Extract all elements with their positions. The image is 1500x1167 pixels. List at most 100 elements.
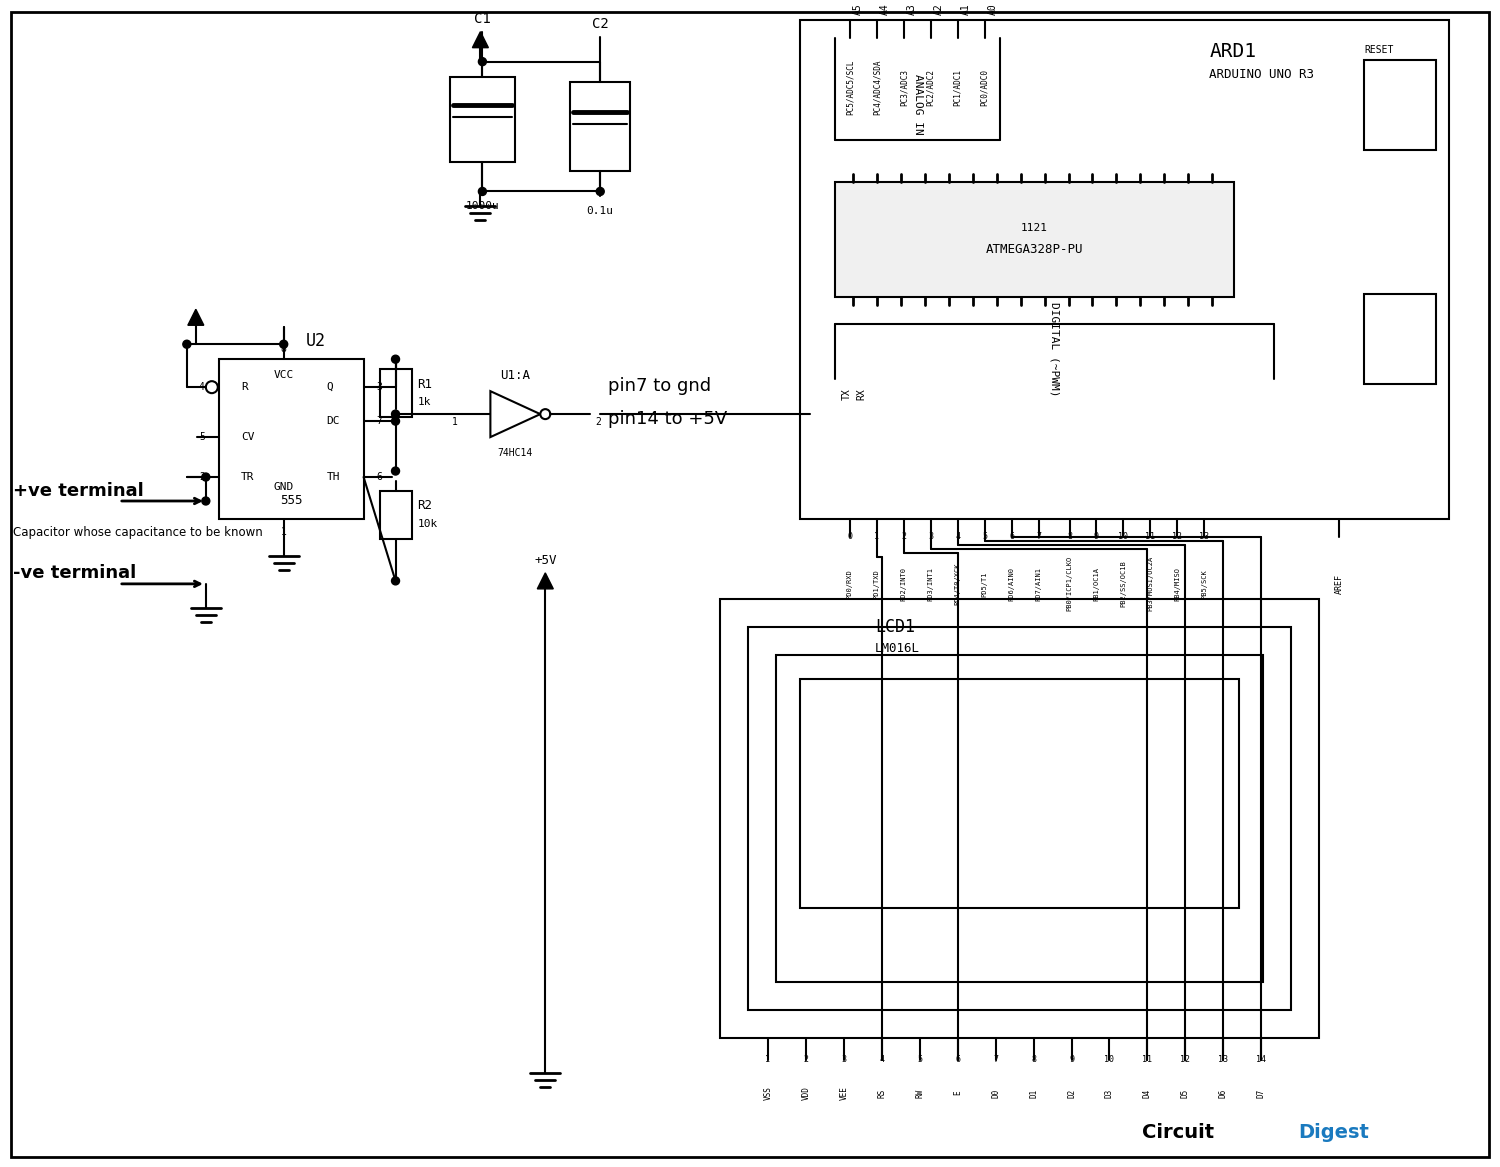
Circle shape bbox=[279, 341, 288, 348]
Text: 10k: 10k bbox=[417, 519, 438, 529]
Text: 7: 7 bbox=[993, 1055, 998, 1064]
Text: PB5/SCK: PB5/SCK bbox=[1202, 569, 1208, 599]
Text: PD5/T1: PD5/T1 bbox=[981, 571, 987, 596]
Text: PD3/INT1: PD3/INT1 bbox=[927, 567, 933, 601]
Bar bbox=[380, 491, 411, 539]
Text: PB4/MISO: PB4/MISO bbox=[1174, 567, 1180, 601]
Text: RESET: RESET bbox=[1364, 44, 1394, 55]
Text: A3: A3 bbox=[908, 4, 916, 15]
Circle shape bbox=[392, 417, 399, 425]
Circle shape bbox=[392, 410, 399, 418]
Text: RS: RS bbox=[878, 1089, 886, 1098]
Text: 74HC14: 74HC14 bbox=[498, 448, 532, 459]
Text: 3: 3 bbox=[842, 1055, 846, 1064]
Text: PD1/TXD: PD1/TXD bbox=[874, 569, 880, 599]
Text: D1: D1 bbox=[1029, 1089, 1038, 1098]
Text: 10: 10 bbox=[1104, 1055, 1114, 1064]
Polygon shape bbox=[188, 309, 204, 326]
Bar bbox=[450, 77, 516, 161]
Text: A1: A1 bbox=[960, 4, 970, 15]
Text: RX: RX bbox=[856, 389, 867, 400]
Text: +5V: +5V bbox=[534, 554, 556, 567]
Text: 6: 6 bbox=[956, 1055, 960, 1064]
Text: D0: D0 bbox=[992, 1089, 1000, 1098]
Text: Q: Q bbox=[327, 382, 333, 392]
Polygon shape bbox=[537, 573, 554, 589]
Text: +ve terminal: +ve terminal bbox=[13, 482, 144, 499]
Text: C1: C1 bbox=[474, 12, 490, 26]
Text: 11: 11 bbox=[1146, 532, 1155, 541]
Text: ATMEGA328P-PU: ATMEGA328P-PU bbox=[986, 244, 1083, 257]
Text: VSS: VSS bbox=[764, 1086, 772, 1100]
Text: PB2/SS/OC1B: PB2/SS/OC1B bbox=[1120, 560, 1126, 607]
Text: D5: D5 bbox=[1180, 1089, 1190, 1098]
Text: TH: TH bbox=[327, 471, 340, 482]
Text: PC4/ADC4/SDA: PC4/ADC4/SDA bbox=[873, 60, 882, 116]
Text: D4: D4 bbox=[1143, 1089, 1152, 1098]
Circle shape bbox=[202, 473, 210, 481]
Text: PB0/ICP1/CLKO: PB0/ICP1/CLKO bbox=[1066, 557, 1072, 612]
Text: 7: 7 bbox=[376, 417, 382, 426]
Text: 1: 1 bbox=[765, 1055, 771, 1064]
Text: Digest: Digest bbox=[1298, 1123, 1370, 1141]
Text: 1000u: 1000u bbox=[465, 202, 500, 211]
Text: C2: C2 bbox=[592, 16, 609, 30]
Circle shape bbox=[392, 576, 399, 585]
Bar bbox=[720, 599, 1318, 1039]
Text: 12: 12 bbox=[1180, 1055, 1191, 1064]
Text: 4: 4 bbox=[956, 532, 960, 541]
Text: 2: 2 bbox=[804, 1055, 808, 1064]
Circle shape bbox=[392, 467, 399, 475]
Text: CV: CV bbox=[242, 432, 255, 442]
Text: D7: D7 bbox=[1257, 1089, 1266, 1098]
Text: A0: A0 bbox=[987, 4, 998, 15]
Text: VCC: VCC bbox=[273, 370, 294, 380]
Text: 555: 555 bbox=[280, 495, 303, 508]
Text: 2: 2 bbox=[902, 532, 906, 541]
Text: D6: D6 bbox=[1220, 1089, 1228, 1098]
Circle shape bbox=[478, 57, 486, 65]
Text: PD2/INT0: PD2/INT0 bbox=[902, 567, 908, 601]
Bar bbox=[219, 359, 363, 519]
Text: ARD1: ARD1 bbox=[1209, 42, 1257, 61]
Text: 6: 6 bbox=[1010, 532, 1014, 541]
Text: RW: RW bbox=[915, 1089, 924, 1098]
Text: PB3/MOSI/OC2A: PB3/MOSI/OC2A bbox=[1148, 557, 1154, 612]
Bar bbox=[776, 655, 1263, 983]
Text: 3: 3 bbox=[376, 382, 382, 392]
Text: pin14 to +5V: pin14 to +5V bbox=[608, 410, 728, 428]
Text: TX: TX bbox=[842, 389, 852, 400]
Bar bbox=[800, 679, 1239, 908]
Circle shape bbox=[183, 341, 190, 348]
Text: 5: 5 bbox=[982, 532, 987, 541]
Circle shape bbox=[478, 188, 486, 195]
Text: 4: 4 bbox=[879, 1055, 885, 1064]
Bar bbox=[748, 627, 1292, 1011]
Text: PB1/OC1A: PB1/OC1A bbox=[1094, 567, 1100, 601]
Text: GND: GND bbox=[273, 482, 294, 492]
Text: 5: 5 bbox=[200, 432, 206, 442]
Circle shape bbox=[392, 355, 399, 363]
Bar bbox=[1364, 60, 1436, 149]
Text: PD7/AIN1: PD7/AIN1 bbox=[1035, 567, 1041, 601]
Text: DIGITAL (~PWM): DIGITAL (~PWM) bbox=[1050, 302, 1059, 397]
Bar bbox=[380, 369, 411, 417]
Text: PC2/ADC2: PC2/ADC2 bbox=[926, 69, 934, 106]
Text: R: R bbox=[242, 382, 248, 392]
Text: 1121: 1121 bbox=[1022, 223, 1048, 233]
Text: 1: 1 bbox=[280, 527, 286, 537]
Text: D2: D2 bbox=[1066, 1089, 1076, 1098]
Bar bbox=[836, 182, 1234, 298]
Text: PC1/ADC1: PC1/ADC1 bbox=[952, 69, 962, 106]
Bar bbox=[1364, 294, 1436, 384]
Text: PD6/AIN0: PD6/AIN0 bbox=[1008, 567, 1014, 601]
Text: PC5/ADC5/SCL: PC5/ADC5/SCL bbox=[846, 60, 855, 116]
Text: 1: 1 bbox=[874, 532, 879, 541]
Text: 11: 11 bbox=[1143, 1055, 1152, 1064]
Text: PD4/T0/XCK: PD4/T0/XCK bbox=[954, 562, 960, 606]
Text: TR: TR bbox=[242, 471, 255, 482]
Text: A5: A5 bbox=[853, 4, 862, 15]
Text: 4: 4 bbox=[200, 382, 206, 392]
Circle shape bbox=[202, 497, 210, 505]
Text: U1:A: U1:A bbox=[501, 369, 531, 382]
